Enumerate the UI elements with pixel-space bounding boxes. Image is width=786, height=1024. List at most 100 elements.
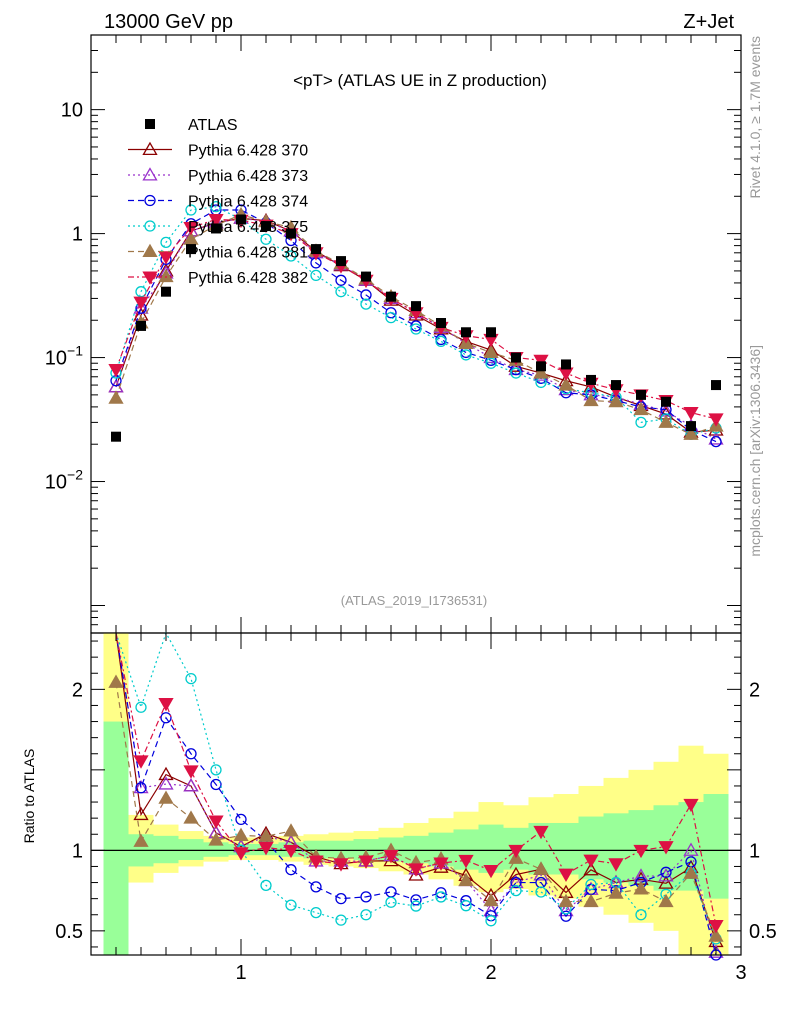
ratio-point <box>258 842 274 856</box>
series-point <box>633 401 649 416</box>
series-point <box>558 367 574 381</box>
legend-entry-1: Pythia 6.428 370 <box>128 141 308 160</box>
series-point <box>108 390 124 404</box>
band-green-bin <box>703 794 729 899</box>
legend-entry-3: Pythia 6.428 374 <box>128 194 308 211</box>
series-point <box>335 286 347 298</box>
series-point <box>310 269 322 282</box>
legend-marker <box>142 141 158 156</box>
series-point <box>533 365 549 379</box>
series-point <box>558 377 574 391</box>
ratio-point <box>658 841 674 855</box>
ratio-point <box>633 881 649 895</box>
series-point <box>485 357 497 369</box>
ratio-point <box>483 892 499 907</box>
ratio-y-tick-label-right: 2 <box>749 679 760 701</box>
ratio-line <box>115 631 717 940</box>
legend-label: ATLAS <box>188 117 238 134</box>
ratio-point <box>308 855 324 869</box>
data-point <box>286 228 296 239</box>
ratio-point <box>133 755 149 769</box>
series-point <box>483 344 499 358</box>
data-point <box>111 431 121 442</box>
band-green-bin <box>478 824 504 873</box>
ratio-point <box>408 863 424 877</box>
series-point <box>635 416 647 429</box>
ratio-point <box>285 864 297 876</box>
legend-entry-atlas: ATLAS <box>145 117 238 134</box>
ratio-point <box>708 928 724 942</box>
series-point <box>683 426 699 440</box>
ratio-point <box>635 909 647 921</box>
series-point <box>510 367 522 379</box>
data-point <box>636 389 646 400</box>
ratio-point <box>158 790 174 804</box>
series-point <box>583 379 599 393</box>
ratio-point <box>533 861 549 875</box>
legend-label: Pythia 6.428 381 <box>188 245 308 262</box>
ratio-point <box>185 672 197 685</box>
main-panel: 10 1 10−1 10−2 <box>45 34 742 634</box>
ratio-y-tick-label-right: 1 <box>749 840 760 862</box>
data-point <box>686 421 696 432</box>
data-point <box>611 380 621 391</box>
ratio-point <box>335 914 347 926</box>
ratio-point <box>283 844 299 859</box>
data-point <box>536 361 546 372</box>
series-point <box>385 311 397 324</box>
ratio-point <box>485 915 497 927</box>
ratio-point <box>433 857 449 871</box>
legend-label: Pythia 6.428 382 <box>188 270 308 287</box>
band-green-bin <box>353 839 379 861</box>
ratio-point <box>335 893 347 905</box>
ratio-point <box>583 854 599 868</box>
ratio-point <box>133 806 149 821</box>
data-series <box>111 214 721 442</box>
ratio-point <box>385 896 397 908</box>
data-point <box>236 214 246 225</box>
data-point <box>486 327 496 338</box>
series-point <box>285 250 297 262</box>
ratio-point <box>235 813 247 826</box>
ratio-point <box>183 810 199 824</box>
data-point <box>436 318 446 329</box>
legend-marker <box>142 271 158 285</box>
band-green-bin <box>578 816 604 880</box>
ratio-point <box>410 894 422 906</box>
series-point <box>710 435 722 448</box>
legend: ATLAS Pythia 6.428 370 Pythia 6.428 373 Pyt… <box>128 117 308 287</box>
band-green-bin <box>603 813 629 883</box>
ratio-point <box>633 868 649 882</box>
band-green-bin <box>153 835 179 864</box>
ratio-point <box>658 893 674 908</box>
ratio-series-6 <box>115 632 724 934</box>
ratio-point <box>208 832 224 846</box>
series-point <box>708 413 724 427</box>
series-point <box>158 251 174 265</box>
legend-marker <box>144 220 156 232</box>
ratio-point <box>458 872 474 887</box>
ratio-point <box>435 887 447 899</box>
ratio-point <box>585 878 597 891</box>
legend-entry-5: Pythia 6.428 381 <box>128 243 308 262</box>
ratio-point <box>260 879 272 891</box>
band-green-bin <box>178 839 204 861</box>
series-point <box>608 393 624 408</box>
legend-entry-4: Pythia 6.428 375 <box>128 219 308 236</box>
ratio-point <box>358 855 374 869</box>
ratio-point <box>483 864 499 879</box>
legend-marker <box>142 167 158 181</box>
series-point <box>533 354 549 369</box>
series-point <box>183 221 199 236</box>
data-point <box>511 352 521 363</box>
ratio-point <box>208 815 224 829</box>
data-point <box>361 271 371 282</box>
ratio-point <box>233 847 249 861</box>
series-point <box>583 392 599 407</box>
mcplots-label: mcplots.cern.ch [arXiv:1306.3436] <box>747 345 763 557</box>
ratio-point <box>360 891 372 903</box>
ratio-y-tick-label-hidden: 1.5 <box>55 760 83 782</box>
ratio-point <box>133 833 149 847</box>
band-green-bin <box>203 842 229 857</box>
series-point <box>360 289 372 301</box>
